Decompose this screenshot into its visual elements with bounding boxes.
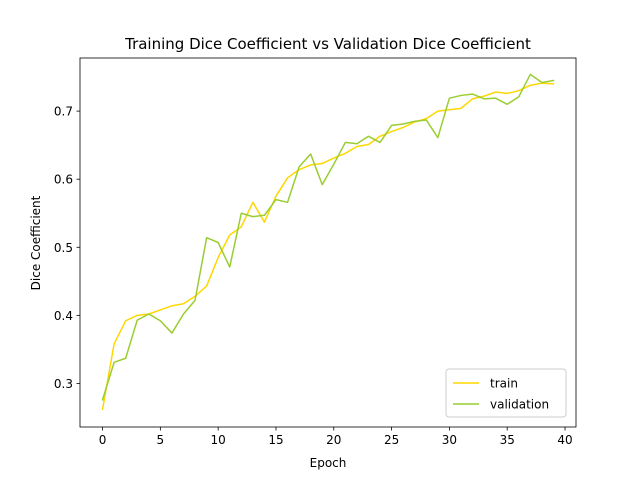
- y-tick-label: 0.7: [54, 105, 73, 119]
- chart-title: Training Dice Coefficient vs Validation …: [124, 35, 531, 53]
- x-tick-label: 35: [500, 433, 515, 447]
- y-tick-label: 0.3: [54, 377, 73, 391]
- y-tick-label: 0.4: [54, 309, 73, 323]
- series-line-validation: [101, 73, 555, 401]
- x-tick-label: 0: [99, 433, 107, 447]
- axes-frame: [79, 57, 577, 428]
- x-tick-label: 40: [557, 433, 572, 447]
- x-axis-label: Epoch: [310, 456, 347, 470]
- legend-box: [445, 368, 567, 418]
- x-tick-label: 20: [326, 433, 341, 447]
- x-tick-label: 25: [384, 433, 399, 447]
- plot-area: 0 5 10 15 20 25 30 35 40 0.3 0.4 0.5 0.6 0.7: [54, 57, 577, 447]
- series-line-train: [101, 82, 555, 411]
- legend: train validation: [445, 368, 567, 418]
- legend-label-validation: validation: [490, 398, 549, 412]
- x-tick-label: 30: [442, 433, 457, 447]
- y-axis-label: Dice Coefficient: [29, 195, 43, 290]
- x-tick-label: 10: [211, 433, 226, 447]
- x-tick-label: 5: [157, 433, 165, 447]
- y-tick-label: 0.6: [54, 173, 73, 187]
- legend-label-train: train: [490, 377, 518, 391]
- x-tick-label: 15: [268, 433, 283, 447]
- y-tick-label: 0.5: [54, 241, 73, 255]
